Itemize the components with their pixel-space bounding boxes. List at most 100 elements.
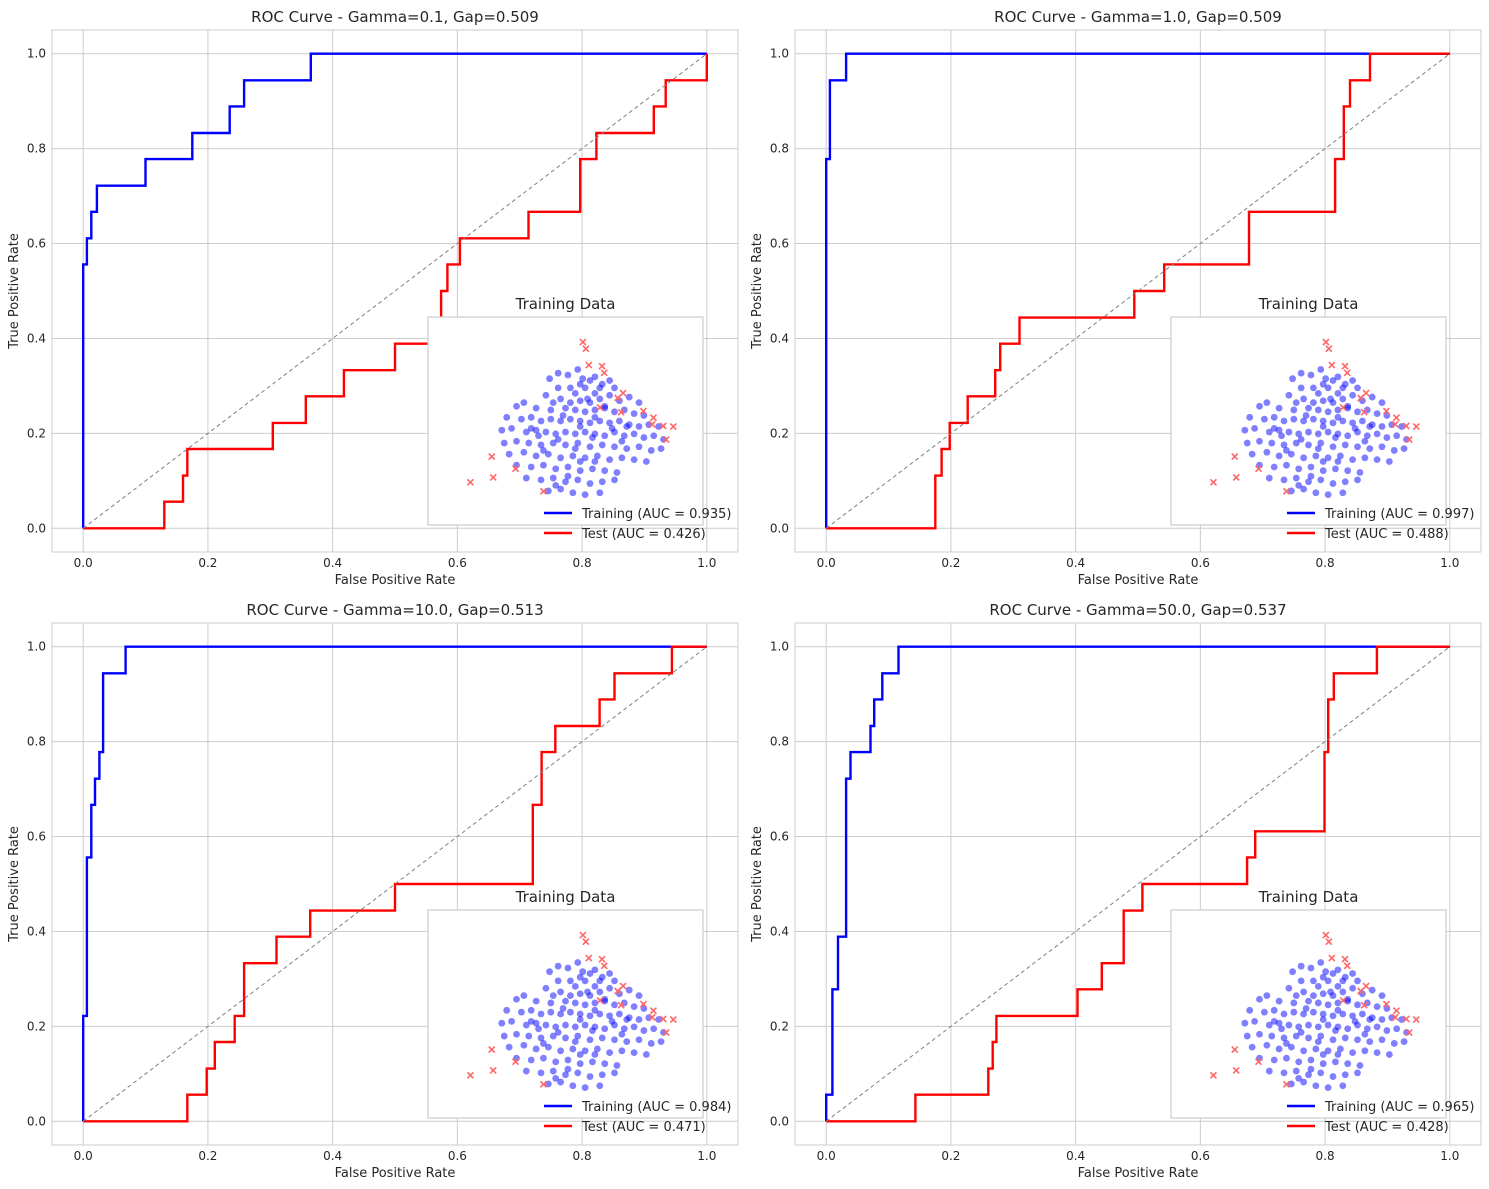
inset-outlier-marker xyxy=(1341,955,1349,963)
legend-training-label: Training (AUC = 0.984) xyxy=(581,1100,731,1115)
inset-normal-point xyxy=(1263,1041,1271,1049)
inset-normal-point xyxy=(1400,1038,1408,1045)
inset-normal-point xyxy=(1378,399,1386,406)
outlier-stroke xyxy=(1402,422,1410,430)
inset-normal-point xyxy=(569,1082,577,1090)
outlier-stroke xyxy=(1382,407,1390,415)
inset-normal-point xyxy=(1292,1067,1300,1075)
inset-normal-point xyxy=(1324,491,1332,498)
inset-normal-point xyxy=(576,467,584,475)
inset-normal-point xyxy=(557,485,564,493)
inset-normal-point xyxy=(1351,1017,1359,1025)
inset-normal-point xyxy=(596,1082,604,1090)
inset-normal-point xyxy=(1334,390,1342,397)
y-tick-label: 0.2 xyxy=(770,426,789,440)
inset-normal-point xyxy=(611,977,618,985)
inset-normal-point xyxy=(1295,1058,1303,1066)
inset-normal-point xyxy=(1300,1047,1307,1055)
inset-normal-point xyxy=(601,1025,609,1033)
x-tick-label: 0.0 xyxy=(74,1149,93,1163)
x-tick-label: 0.6 xyxy=(448,1149,467,1163)
inset-normal-point xyxy=(527,463,535,471)
inset-normal-point xyxy=(576,1051,584,1058)
test-roc-line xyxy=(826,52,1450,530)
inset-normal-point xyxy=(562,997,569,1005)
inset-normal-point xyxy=(647,1040,655,1047)
inset-normal-point xyxy=(591,983,599,990)
x-tick-label: 0.2 xyxy=(941,556,960,570)
inset-normal-point xyxy=(520,1041,528,1049)
outlier-stroke xyxy=(1392,414,1401,422)
inset-normal-point xyxy=(606,456,613,464)
inset-normal-point xyxy=(1246,1006,1254,1014)
training-roc-line xyxy=(81,52,707,529)
inset-normal-point xyxy=(1319,397,1327,405)
inset-normal-point xyxy=(611,1001,618,1009)
inset-normal-point xyxy=(513,402,520,410)
y-tick-label: 0.0 xyxy=(770,521,789,535)
inset-normal-point xyxy=(1305,428,1312,436)
inset-normal-point xyxy=(549,1067,557,1075)
y-tick-label: 0.8 xyxy=(770,735,789,749)
inset-normal-point xyxy=(564,964,572,972)
inset-normal-point xyxy=(557,454,564,462)
chance-diagonal-line xyxy=(825,646,1451,1122)
inset-normal-point xyxy=(527,413,535,421)
inset-normal-point xyxy=(1297,369,1305,377)
inset-normal-point xyxy=(1349,377,1356,384)
x-tick-label: 1.0 xyxy=(697,556,716,570)
inset-normal-point xyxy=(1278,432,1285,440)
inset-normal-point xyxy=(596,1010,604,1018)
inset-outlier-marker xyxy=(1382,1000,1390,1008)
inset-outlier-marker xyxy=(1382,407,1390,415)
inset-normal-point xyxy=(1354,408,1361,416)
inset-normal-point xyxy=(1349,1012,1356,1020)
inset-outlier-marker xyxy=(648,420,656,428)
inset-normal-point xyxy=(1261,415,1268,423)
inset-outlier-marker xyxy=(1362,982,1370,990)
inset-normal-point xyxy=(1283,461,1290,469)
inset-normal-point xyxy=(1344,1060,1352,1068)
inset-normal-point xyxy=(527,1006,535,1014)
inset-normal-point xyxy=(611,1069,618,1077)
inset-normal-point xyxy=(1248,1043,1256,1051)
inset-normal-point xyxy=(635,1016,643,1023)
inset-normal-point xyxy=(1349,970,1356,977)
roc-panels: 0.0 0.2 0.4 0.6 0.8 1.0 0.0 0.2 0.4 0.6 0.8 1.0 ROC … xyxy=(7,8,1482,1181)
inset-normal-point xyxy=(579,375,587,383)
inset-normal-point xyxy=(1351,424,1359,432)
inset-normal-point xyxy=(1339,384,1347,392)
inset-normal-point xyxy=(1289,968,1296,976)
inset-scatter xyxy=(466,931,677,1091)
inset-normal-point xyxy=(618,1030,626,1038)
outlier-stroke xyxy=(1325,938,1333,946)
inset-normal-point xyxy=(613,1062,621,1069)
inset-normal-point xyxy=(1295,482,1303,489)
inset-normal-point xyxy=(640,434,648,441)
inset-normal-point xyxy=(547,406,555,414)
outlier-stroke xyxy=(511,465,520,473)
inset-normal-point xyxy=(569,1045,577,1053)
inset-normal-point xyxy=(1310,992,1317,999)
inset-outlier-marker xyxy=(1391,420,1399,428)
inset-normal-point xyxy=(1349,456,1356,464)
inset-normal-point xyxy=(1354,384,1361,392)
x-axis-label: False Positive Rate xyxy=(335,1166,456,1181)
outlier-stroke xyxy=(1254,1058,1263,1066)
inset-outlier-marker xyxy=(1392,414,1401,422)
inset-normal-point xyxy=(601,432,609,440)
inset-normal-point xyxy=(571,445,579,452)
inset-normal-point xyxy=(581,977,589,985)
x-tick-label: 0.4 xyxy=(1066,556,1085,570)
inset-normal-point xyxy=(1285,984,1293,992)
inset-normal-point xyxy=(1339,988,1347,996)
outlier-stroke xyxy=(1339,996,1347,1004)
inset-normal-point xyxy=(593,1045,601,1053)
inset-normal-point xyxy=(601,467,609,475)
inset-normal-point xyxy=(1319,467,1327,475)
outlier-stroke xyxy=(488,452,496,461)
y-tick-label: 0.6 xyxy=(27,237,46,251)
inset-normal-point xyxy=(1241,426,1249,434)
inset-normal-point xyxy=(552,1023,560,1031)
outlier-stroke xyxy=(511,1058,520,1066)
